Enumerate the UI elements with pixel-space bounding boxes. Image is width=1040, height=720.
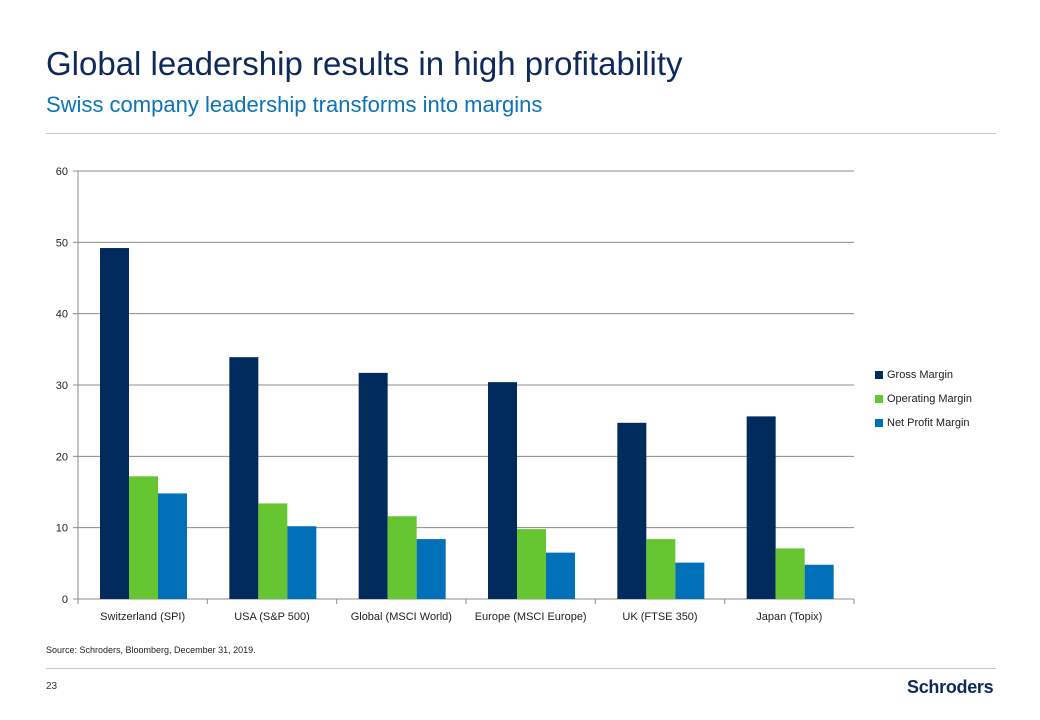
chart-legend: Gross Margin Operating Margin Net Profit…: [875, 363, 972, 435]
y-tick-label-20: 20: [56, 451, 68, 463]
bar-net-profit-margin-usa-s-p-500: [287, 526, 317, 599]
y-tick-label-0: 0: [62, 594, 68, 606]
bar-operating-margin-uk-ftse-350: [646, 539, 676, 599]
legend-item-gross-margin: Gross Margin: [875, 363, 972, 387]
y-tick-label-30: 30: [56, 380, 68, 392]
bar-operating-margin-switzerland-spi: [129, 476, 158, 599]
y-tick-label-50: 50: [56, 237, 68, 249]
legend-swatch-operating-margin: [875, 395, 883, 403]
bar-operating-margin-japan-topix: [775, 548, 805, 599]
page-number: 23: [46, 681, 58, 692]
bar-operating-margin-usa-s-p-500: [258, 503, 288, 599]
bar-operating-margin-europe-msci-europe: [517, 529, 546, 599]
bar-net-profit-margin-switzerland-spi: [158, 493, 187, 599]
x-tick-label-global-msci-world: Global (MSCI World): [351, 611, 452, 623]
legend-item-net-profit-margin: Net Profit Margin: [875, 411, 972, 435]
legend-item-operating-margin: Operating Margin: [875, 387, 972, 411]
bar-gross-margin-uk-ftse-350: [617, 422, 647, 599]
legend-label-net-profit-margin: Net Profit Margin: [887, 417, 970, 429]
bar-gross-margin-switzerland-spi: [100, 248, 129, 600]
bar-gross-margin-europe-msci-europe: [488, 382, 517, 599]
x-tick-label-europe-msci-europe: Europe (MSCI Europe): [475, 611, 587, 623]
legend-label-gross-margin: Gross Margin: [887, 369, 954, 381]
y-tick-label-10: 10: [56, 523, 68, 535]
bottom-divider: [46, 668, 996, 669]
x-tick-label-switzerland-spi: Switzerland (SPI): [100, 611, 185, 623]
bar-net-profit-margin-uk-ftse-350: [675, 562, 705, 599]
slide-title: Global leadership results in high profit…: [46, 45, 683, 82]
top-divider: [46, 133, 996, 134]
source-note: Source: Schroders, Bloomberg, December 3…: [46, 645, 256, 655]
bar-net-profit-margin-europe-msci-europe: [546, 552, 575, 599]
slide-subtitle: Swiss company leadership transforms into…: [46, 92, 543, 117]
bar-operating-margin-global-msci-world: [387, 516, 417, 599]
brand-logo: Schroders: [907, 677, 994, 697]
y-tick-label-40: 40: [56, 309, 68, 321]
legend-swatch-gross-margin: [875, 371, 883, 379]
bar-gross-margin-usa-s-p-500: [229, 357, 259, 599]
x-tick-label-japan-topix: Japan (Topix): [756, 611, 822, 623]
legend-label-operating-margin: Operating Margin: [887, 393, 972, 405]
bar-gross-margin-japan-topix: [746, 416, 776, 599]
y-tick-label-60: 60: [56, 166, 68, 178]
x-tick-label-uk-ftse-350: UK (FTSE 350): [622, 611, 697, 623]
bar-net-profit-margin-japan-topix: [804, 564, 834, 599]
bar-gross-margin-global-msci-world: [358, 372, 388, 599]
legend-swatch-net-profit-margin: [875, 419, 883, 427]
bar-net-profit-margin-global-msci-world: [416, 539, 446, 599]
x-tick-label-usa-s-p-500: USA (S&P 500): [234, 611, 310, 623]
bar-chart: 0 10 20 30 40 50 60 Switzerland (SPI) USA (S&P 5…: [56, 166, 855, 623]
